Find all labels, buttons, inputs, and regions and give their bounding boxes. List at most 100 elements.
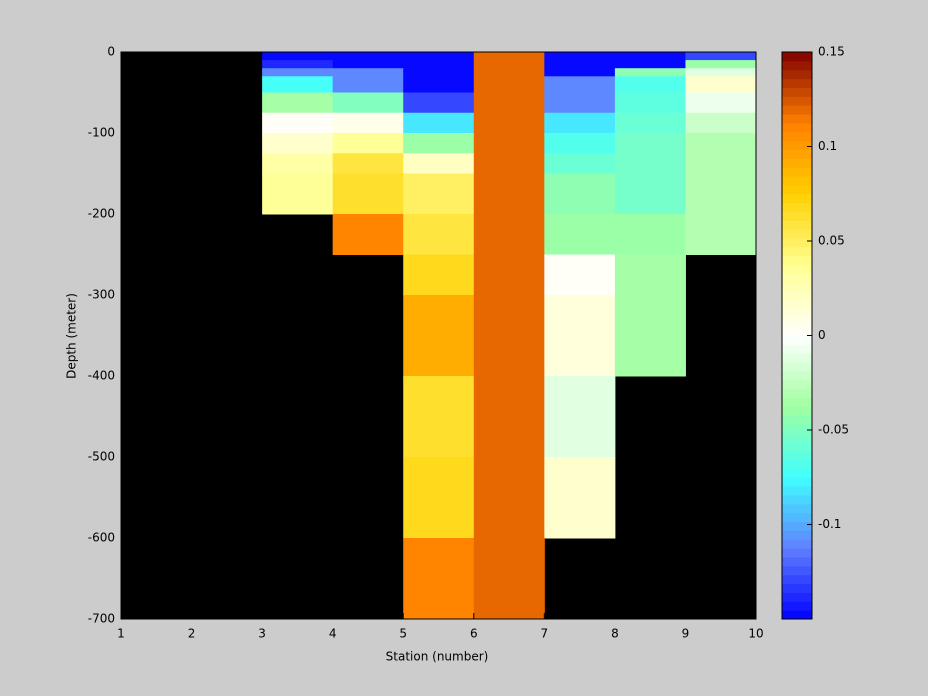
- colorbar-band: [782, 273, 812, 283]
- colorbar-band: [782, 184, 812, 195]
- x-tick-label: 10: [748, 627, 763, 641]
- x-tick-label: 9: [682, 627, 690, 641]
- colorbar-band: [782, 229, 812, 239]
- heatmap-cell: [332, 60, 404, 69]
- colorbar-band: [782, 565, 812, 576]
- colorbar-tick-label: 0: [818, 328, 826, 342]
- colorbar-band: [782, 131, 812, 142]
- colorbar-band: [782, 105, 812, 115]
- heatmap-cell: [614, 60, 686, 69]
- colorbar-band: [782, 114, 812, 124]
- heatmap-cell: [403, 68, 475, 77]
- colorbar-band: [782, 176, 812, 186]
- heatmap-cell: [473, 133, 545, 154]
- heatmap-cell: [685, 173, 757, 215]
- heatmap-cell: [473, 76, 545, 93]
- colorbar-band: [782, 220, 812, 230]
- heatmap-cell: [262, 153, 334, 174]
- heatmap-cell: [544, 214, 616, 255]
- colorbar-tick-label: -0.05: [818, 423, 849, 437]
- colorbar-band: [782, 521, 812, 531]
- heatmap-cell: [544, 295, 616, 377]
- colorbar-band: [782, 424, 812, 434]
- colorbar-band: [782, 601, 812, 611]
- colorbar-band: [782, 246, 812, 257]
- heatmap-cell: [403, 173, 475, 215]
- colorbar-band: [782, 388, 812, 399]
- heatmap-cell: [614, 112, 686, 134]
- colorbar-band: [782, 300, 812, 310]
- colorbar-band: [782, 397, 812, 407]
- heatmap-cell: [685, 133, 757, 154]
- heatmap-cell: [685, 92, 757, 114]
- x-tick-label: 3: [258, 627, 266, 641]
- colorbar-band: [782, 503, 812, 514]
- plot-frame: [120, 51, 757, 620]
- y-tick-label: -100: [88, 126, 115, 140]
- colorbar-band: [782, 441, 812, 452]
- heatmap-cell: [614, 214, 686, 255]
- colorbar-band: [782, 415, 812, 425]
- colorbar-band: [782, 556, 812, 567]
- heatmap-cell: [614, 68, 686, 77]
- heatmap-cell: [262, 173, 334, 215]
- x-tick-label: 1: [117, 627, 125, 641]
- heatmap-cell: [685, 76, 757, 93]
- heatmap-cell: [614, 153, 686, 174]
- heatmap-cell: [473, 60, 545, 69]
- colorbar-band: [782, 494, 812, 505]
- heatmap-cell: [403, 254, 475, 296]
- colorbar-band: [782, 477, 812, 487]
- heatmap-cell: [544, 52, 616, 61]
- heatmap-cell: [614, 133, 686, 154]
- colorbar-band: [782, 370, 812, 381]
- colorbar-band: [782, 282, 812, 292]
- heatmap-cell: [473, 214, 545, 255]
- y-tick-label: -500: [88, 450, 115, 464]
- heatmap-cell: [473, 295, 545, 377]
- colorbar-band: [782, 211, 812, 221]
- heatmap-cell: [262, 76, 334, 93]
- heatmap-cell: [473, 173, 545, 215]
- heatmap-cell: [544, 133, 616, 154]
- x-tick-label: 2: [188, 627, 196, 641]
- heatmap-cell: [473, 112, 545, 134]
- colorbar-band: [782, 238, 812, 248]
- heatmap-cell: [403, 52, 475, 61]
- heatmap-cell: [544, 457, 616, 539]
- colorbar-band: [782, 539, 812, 549]
- colorbar-band: [782, 353, 812, 363]
- colorbar-band: [782, 548, 812, 558]
- colorbar-tick-label: 0.15: [818, 45, 845, 59]
- heatmap-cell: [685, 153, 757, 174]
- heatmap-cell: [544, 376, 616, 458]
- heatmap-cell: [544, 92, 616, 114]
- colorbar-band: [782, 193, 812, 204]
- heatmap-cell: [685, 112, 757, 134]
- colorbar-band: [782, 78, 812, 88]
- colorbar-band: [782, 167, 812, 177]
- y-tick-label: -200: [88, 207, 115, 221]
- heatmap-cell: [332, 92, 404, 114]
- heatmap-cell: [685, 68, 757, 77]
- heatmap-cell: [544, 68, 616, 77]
- colorbar-tick-label: 0.05: [818, 234, 845, 248]
- heatmap-cell: [544, 254, 616, 296]
- heatmap-cell: [544, 112, 616, 134]
- heatmap-cell: [332, 112, 404, 134]
- heatmap-cell: [614, 295, 686, 377]
- heatmap-cell: [332, 133, 404, 154]
- heatmap-cell: [544, 76, 616, 93]
- y-tick-label: 0: [107, 45, 115, 59]
- colorbar-band: [782, 140, 812, 150]
- colorbar-band: [782, 158, 812, 168]
- heatmap-cell: [685, 60, 757, 69]
- heatmap-cell: [262, 52, 334, 61]
- heatmap-cell: [262, 60, 334, 69]
- colorbar-band: [782, 468, 812, 478]
- colorbar-band: [782, 610, 812, 620]
- colorbar-band: [782, 326, 812, 336]
- heatmap-cell: [332, 173, 404, 215]
- colorbar-band: [782, 52, 812, 62]
- colorbar-band: [782, 335, 812, 345]
